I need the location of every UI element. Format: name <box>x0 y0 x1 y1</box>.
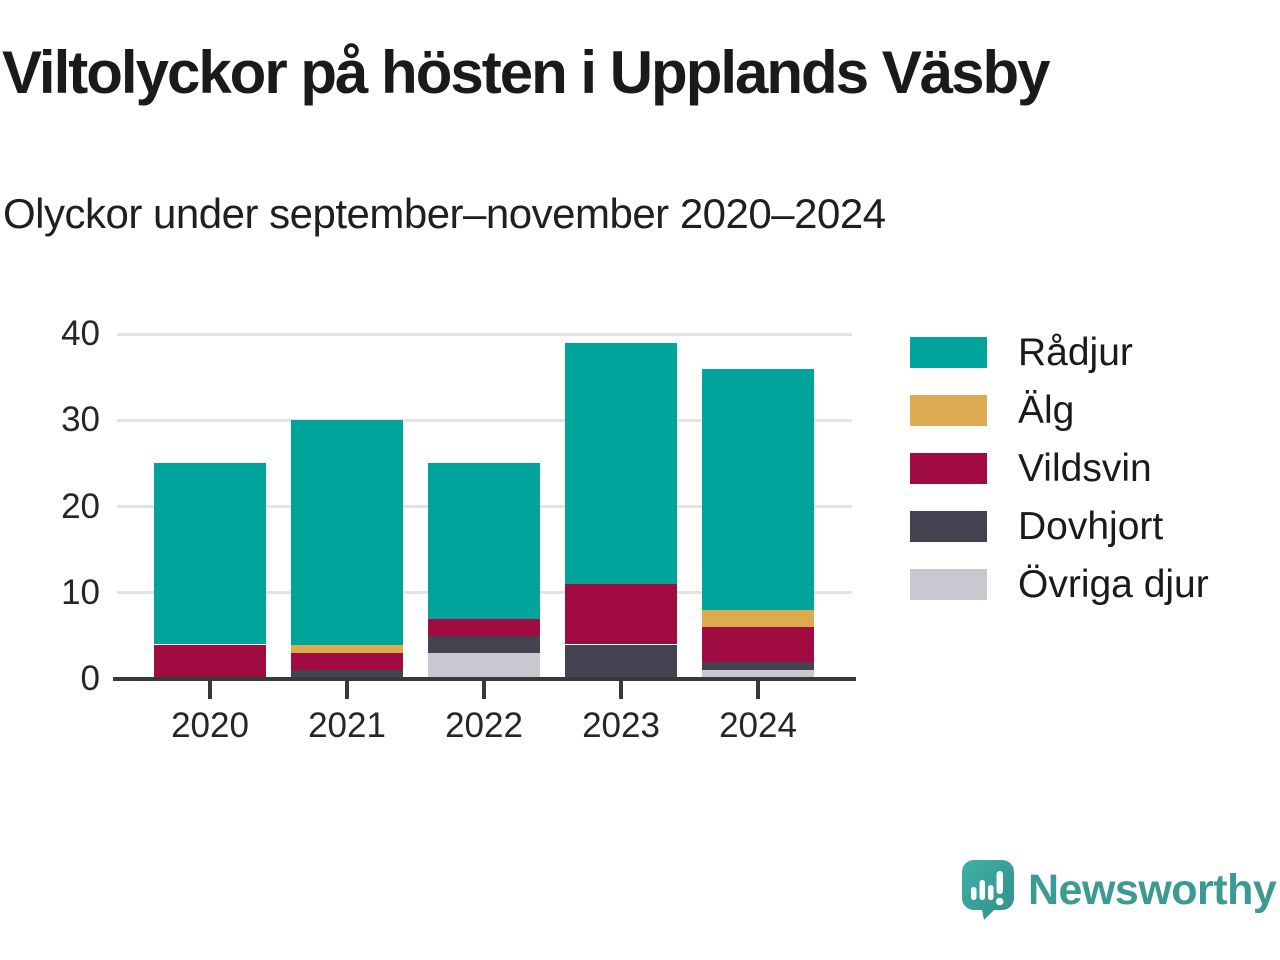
brand-footer: Newsworthy <box>962 860 1277 920</box>
x-axis-label: 2020 <box>171 706 249 745</box>
bar-segment <box>154 644 266 679</box>
bar-segment <box>702 661 814 671</box>
bar-segment <box>291 420 403 645</box>
legend-label: Rådjur <box>1018 330 1133 374</box>
bar-segment <box>154 463 266 645</box>
exclamation-bar <box>996 871 1003 894</box>
legend-swatch <box>910 569 987 600</box>
brand-wordmark: Newsworthy <box>1028 865 1277 914</box>
gridline-y40 <box>117 332 852 336</box>
chart-title: Viltolyckor på hösten i Upplands Väsby <box>2 39 1051 106</box>
legend-item: Älg <box>910 389 1209 432</box>
x-axis-label: 2024 <box>719 706 797 745</box>
gridline-y30 <box>117 418 852 422</box>
exclamation-dot <box>995 897 1004 906</box>
bar-segment <box>428 618 540 636</box>
x-axis-tick <box>345 681 349 699</box>
bar-segment <box>428 653 540 679</box>
y-axis-label: 30 <box>61 400 100 440</box>
x-axis-label: 2021 <box>308 706 386 745</box>
bar-segment <box>702 627 814 662</box>
bar-segment <box>702 610 814 628</box>
bar-segment <box>565 342 677 585</box>
bar-segment <box>702 368 814 610</box>
bar-segment <box>565 584 677 645</box>
x-axis-tick <box>619 681 623 699</box>
chart-subtitle: Olyckor under september–november 2020–20… <box>3 190 886 237</box>
bar-segment <box>291 670 403 679</box>
legend: Rådjur Älg Vildsvin Dovhjort Övriga djur <box>910 331 1209 627</box>
bar-segment <box>565 644 677 679</box>
legend-swatch <box>910 511 987 542</box>
y-axis-label: 40 <box>61 314 100 353</box>
bar-segment <box>428 635 540 654</box>
legend-item: Övriga djur <box>910 563 1209 606</box>
chart-bar-small <box>971 887 977 900</box>
bar-segment <box>702 670 814 679</box>
legend-label: Älg <box>1018 388 1075 432</box>
bar-segment <box>291 653 403 671</box>
y-axis-label: 20 <box>61 486 100 526</box>
chart-bar-mid <box>988 885 994 900</box>
x-axis-line <box>113 677 856 681</box>
newsworthy-logo-icon <box>962 860 1014 920</box>
x-axis-tick <box>208 681 212 699</box>
legend-label: Övriga djur <box>1018 562 1209 606</box>
chart-bar-tall <box>979 880 985 900</box>
y-axis-label: 10 <box>61 572 100 612</box>
legend-item: Rådjur <box>910 331 1209 374</box>
x-axis-label: 2022 <box>445 706 523 745</box>
legend-label: Vildsvin <box>1018 446 1152 490</box>
x-axis-tick <box>482 681 486 699</box>
bar-segment <box>291 644 403 654</box>
y-axis-label: 0 <box>80 659 100 698</box>
x-axis-label: 2023 <box>582 706 660 745</box>
bar-segment <box>428 463 540 619</box>
legend-item: Vildsvin <box>910 447 1209 490</box>
legend-swatch <box>910 395 987 426</box>
x-axis-tick <box>756 681 760 699</box>
legend-item: Dovhjort <box>910 505 1209 548</box>
legend-label: Dovhjort <box>1018 504 1164 548</box>
legend-swatch <box>910 337 987 368</box>
legend-swatch <box>910 453 987 484</box>
